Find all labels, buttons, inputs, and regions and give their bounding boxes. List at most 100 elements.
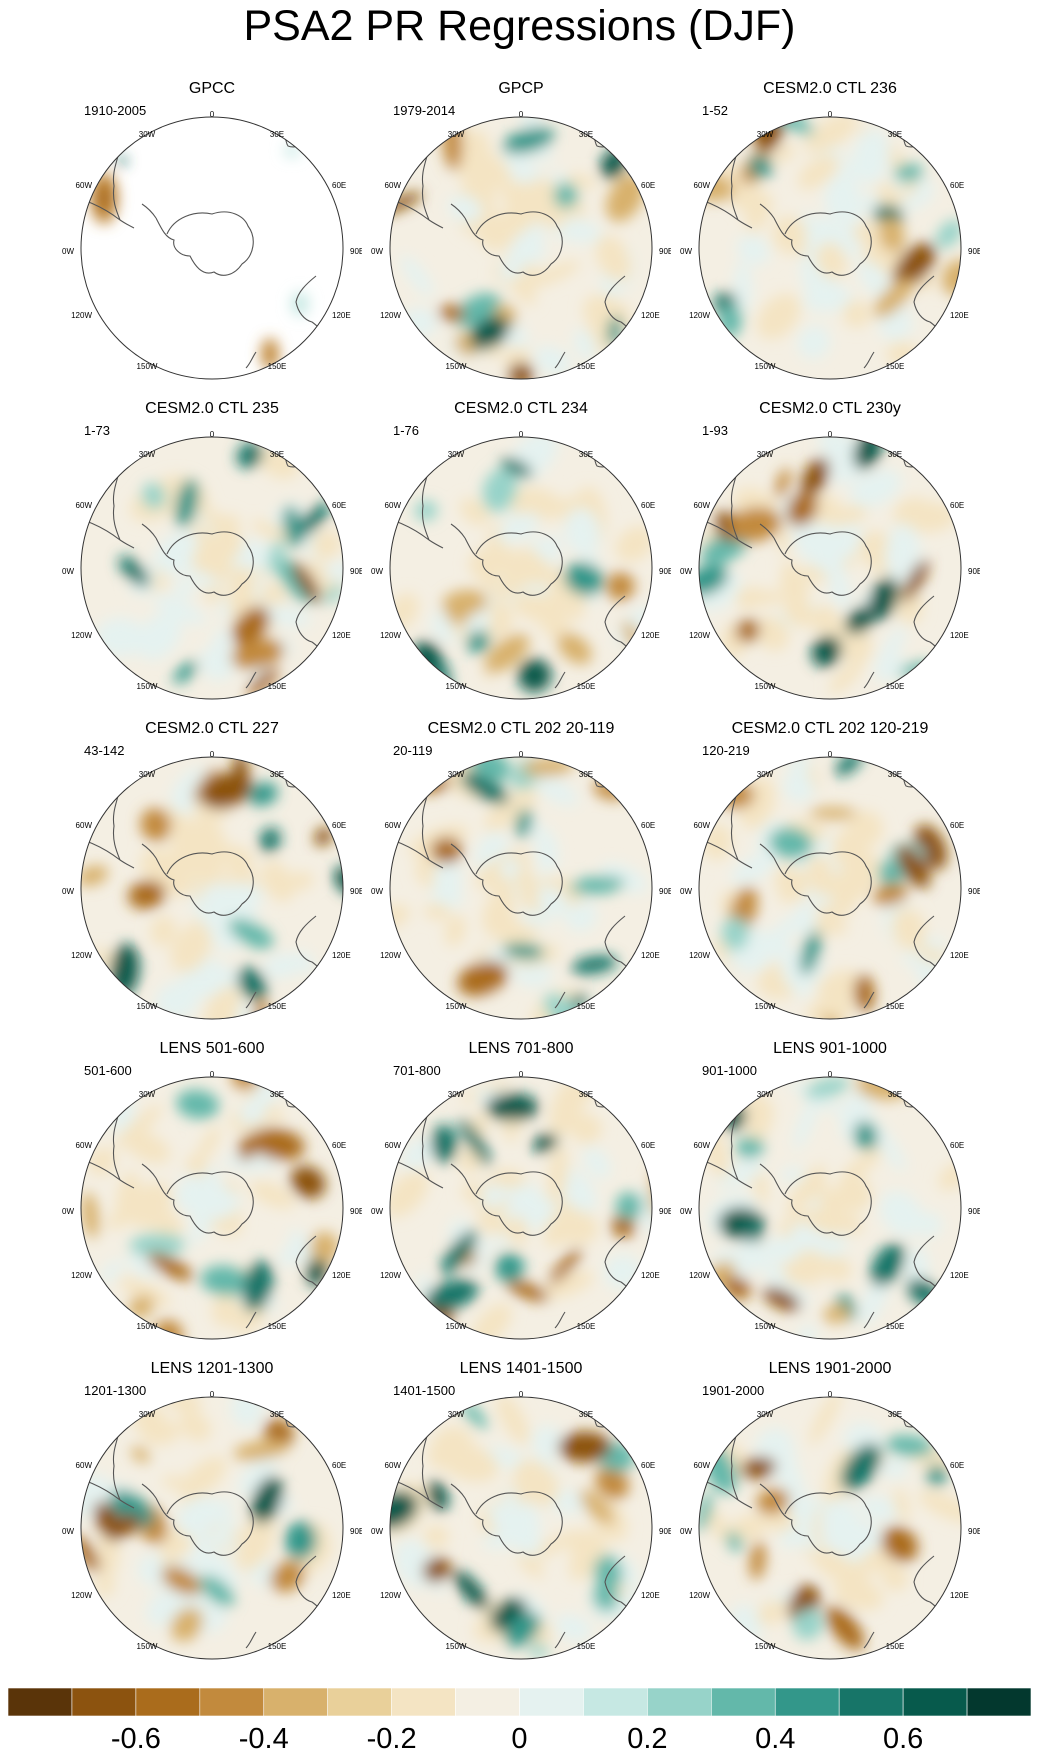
longitude-label: 0 [828,110,833,119]
anomaly-blob [854,974,875,1012]
anomaly-blob [228,918,274,950]
anomaly-blob [237,1451,279,1497]
anomaly-blob [557,633,592,665]
anomaly-blob [771,143,796,164]
anomaly-blob [811,635,842,667]
longitude-label: 30E [888,770,902,779]
polar-map: 0 180 90W 90E 30W 60W 120W 150W 30E 60E 120E 150E [680,1390,980,1665]
anomaly-blob [881,1526,918,1562]
longitude-label: 30W [448,1410,465,1419]
longitude-label: 60W [694,1461,711,1470]
anomaly-blob [261,860,294,902]
longitude-label: 90E [659,887,671,896]
anomaly-blob [311,530,342,560]
anomaly-blob [459,498,490,526]
longitude-label: 180 [823,704,837,705]
peninsula-coast [141,203,157,219]
anomaly-blob [334,866,343,896]
longitude-label: 30E [579,770,593,779]
anomaly-blob [935,219,961,249]
longitude-label: 180 [205,1344,219,1345]
longitude-label: 180 [823,1664,837,1665]
anomaly-blob [515,809,532,838]
anomaly-blob [786,491,818,527]
longitude-label: 120E [641,311,660,320]
anomaly-blob [502,127,555,154]
anomaly-blob [531,1425,565,1456]
anomaly-blob [497,512,540,544]
anomaly-blob [223,1151,278,1172]
anomaly-blob [763,1287,801,1312]
anomaly-blob [496,1397,530,1445]
panel-period: 1401-1500 [393,1383,456,1398]
anomaly-blob [426,1480,449,1512]
anomaly-blob [81,1535,101,1572]
anomaly-blob [894,163,924,183]
longitude-label: 150E [268,362,287,371]
anomaly-blob [106,1200,147,1230]
polar-map: 0 180 90W 90E 30W 60W 120W 150W 30E 60E 120E 150E [62,1070,362,1345]
panel-period: 1201-1300 [84,1383,147,1398]
anomaly-blob [766,1264,808,1311]
longitude-label: 60E [641,501,655,510]
panel-title: LENS 701-800 [468,1040,574,1057]
longitude-label: 180 [823,1344,837,1345]
peninsula-coast [141,1483,157,1499]
longitude-label: 120E [641,951,660,960]
colorbar-swatch [327,1688,392,1716]
peninsula-coast [450,843,466,859]
anomaly-blob [818,1189,847,1215]
anomaly-blob [793,902,817,936]
longitude-label: 60E [641,821,655,830]
longitude-label: 150E [577,682,596,691]
longitude-label: 180 [514,704,528,705]
anomaly-blob [161,1566,202,1596]
anomaly-blob [503,1190,532,1221]
anomaly-blob [896,845,931,889]
anomaly-blob [547,1144,569,1204]
anomaly-blob [756,1488,790,1515]
anomaly-blob [250,1127,305,1160]
anomaly-blob [528,567,558,589]
anomaly-blob [186,1154,208,1177]
map-border [698,116,962,380]
anomaly-blob [323,585,343,604]
anomaly-blob [459,1118,492,1166]
anomaly-blob [553,182,578,209]
anomaly-blob [314,827,333,846]
anomaly-blob [390,192,423,215]
antarctica-coast [155,1171,254,1236]
anomaly-blob [173,580,194,599]
anomaly-blob [801,457,830,497]
anomaly-blob [611,1214,636,1238]
longitude-label: 120E [950,1271,969,1280]
map-border [389,1396,653,1660]
antarctica-coast [155,851,254,916]
colorbar-swatch [71,1688,137,1716]
anomaly-blob [512,859,543,913]
anomaly-blob [528,538,555,554]
anomaly-blob [583,1146,611,1179]
anomaly-blob [414,500,438,521]
anomaly-blob [809,807,857,820]
anomaly-blob [806,854,834,896]
panel-period: 901-1000 [702,1063,757,1078]
anomaly-blob [238,1134,258,1161]
longitude-label: 30E [270,450,284,459]
panel-title: LENS 901-1000 [773,1040,887,1057]
longitude-label: 90W [680,1207,692,1216]
anomaly-blob [153,530,199,577]
longitude-label: 0 [210,110,215,119]
anomaly-blob [457,961,509,996]
anomaly-blob [423,902,451,920]
longitude-label: 30E [579,130,593,139]
peninsula-coast [759,1163,775,1179]
anomaly-blob [176,1089,220,1119]
longitude-label: 90W [680,567,692,576]
anomaly-blob [798,1324,817,1339]
colorbar-swatch [583,1688,648,1716]
anomaly-blob [81,1192,99,1239]
longitude-label: 150W [755,1642,776,1651]
anomaly-blob [539,604,569,640]
longitude-label: 120W [380,951,401,960]
